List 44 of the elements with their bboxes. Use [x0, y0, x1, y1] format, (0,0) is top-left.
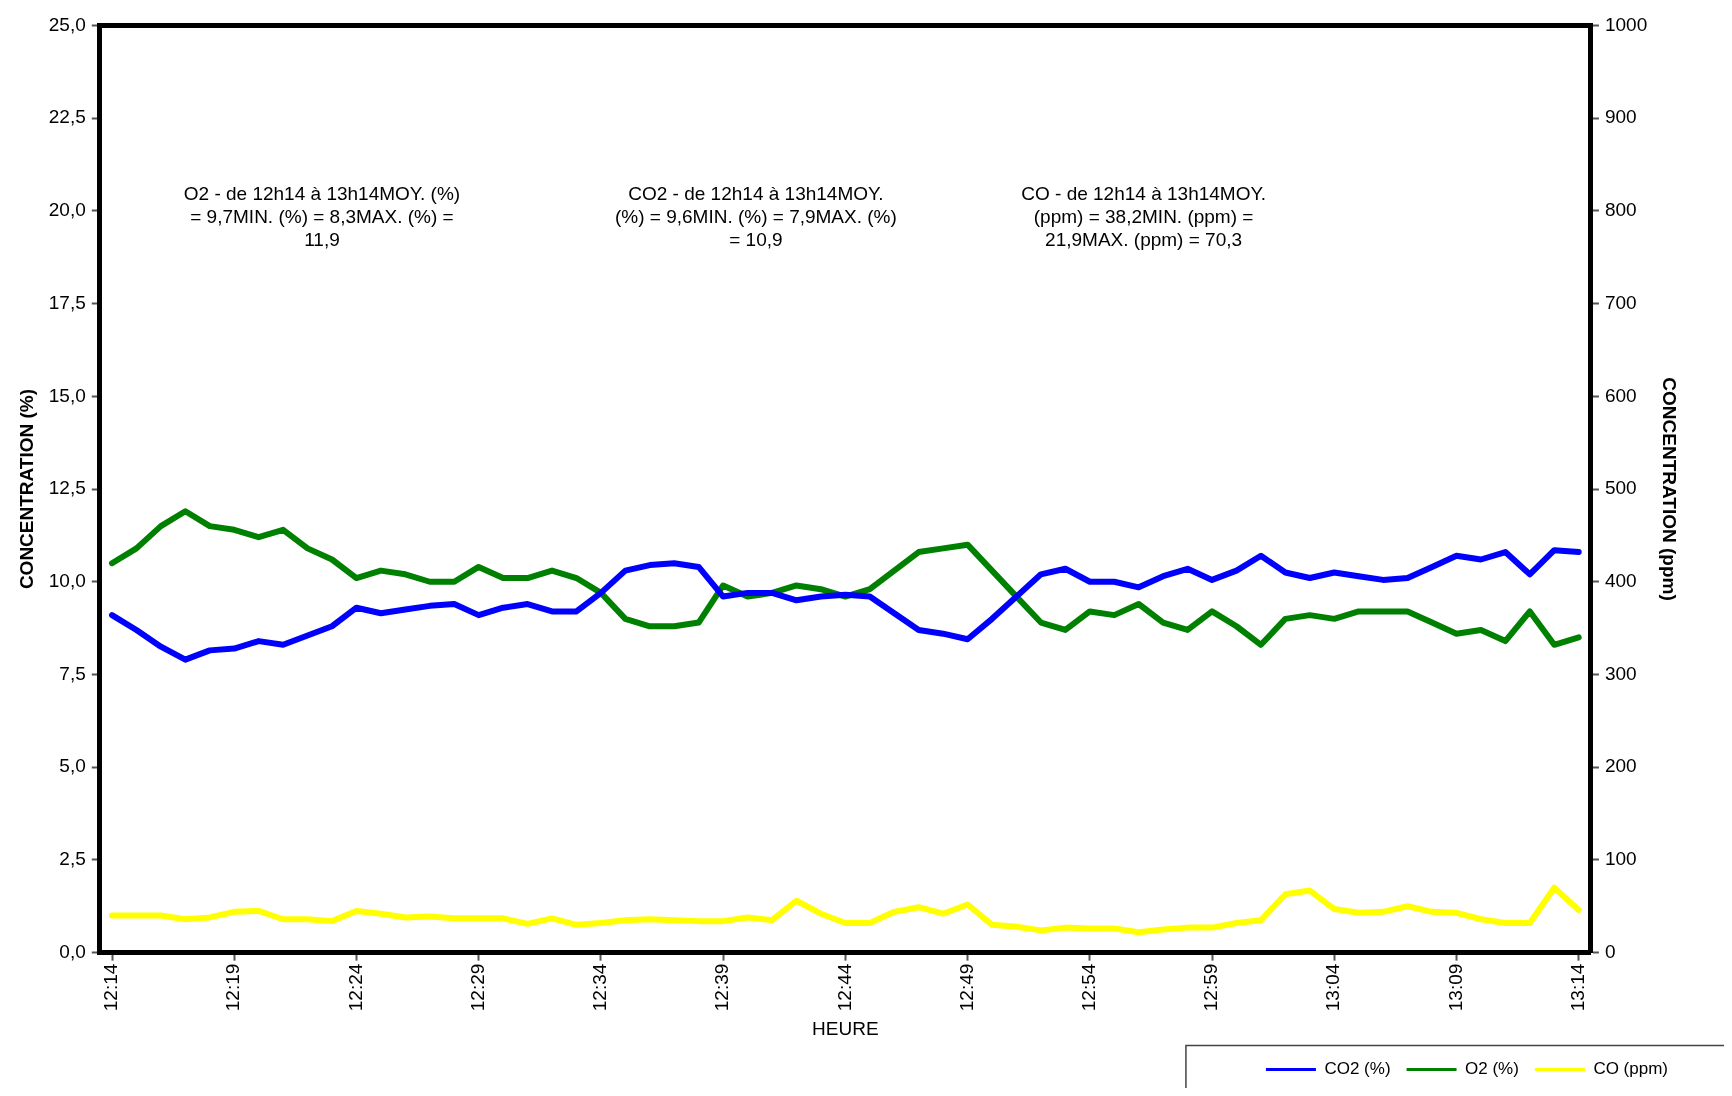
annotation: O2 - de 12h14 à 13h14MOY. (%) = 9,7MIN. (%) = 8,3MAX. (%) = 11,9 — [183, 183, 461, 251]
y-tick-label: 20,0 — [48, 199, 86, 221]
x-tick-label: 12:39 — [711, 963, 733, 1012]
x-tick-label: 12:59 — [1200, 963, 1222, 1012]
y-tick-label: 10,0 — [48, 569, 86, 591]
y2-tick-label: 100 — [1604, 848, 1637, 870]
y2-tick-label: 600 — [1604, 384, 1637, 406]
x-tick-label: 12:14 — [100, 963, 122, 1012]
y2-tick-label: 300 — [1604, 662, 1637, 684]
legend-label: CO2 (%) — [1324, 1059, 1391, 1079]
y2-tick-label: 500 — [1604, 477, 1637, 499]
y2-tick-label: 900 — [1604, 106, 1637, 128]
y-tick-label: 2,5 — [59, 848, 86, 870]
x-tick-label: 12:44 — [833, 963, 855, 1012]
x-tick-label: 12:29 — [466, 963, 488, 1012]
x-tick-label: 12:49 — [955, 963, 977, 1012]
x-tick-label: 12:24 — [344, 963, 366, 1012]
y-axis-title: CONCENTRATION (%) — [15, 388, 37, 590]
y-tick-label: 17,5 — [48, 291, 86, 313]
y-tick-label: 7,5 — [59, 662, 86, 684]
y2-tick-label: 800 — [1604, 199, 1637, 221]
x-tick-label: 12:19 — [222, 963, 244, 1012]
x-tick-label: 13:09 — [1444, 963, 1466, 1012]
y2-axis-title: CONCENTRATION (ppm) — [1659, 377, 1681, 601]
y-tick-label: 5,0 — [59, 755, 86, 777]
x-axis-title: HEURE — [812, 1017, 879, 1039]
y2-tick-label: 200 — [1604, 755, 1637, 777]
x-tick-label: 12:34 — [589, 963, 611, 1012]
x-tick-label: 13:04 — [1322, 963, 1344, 1012]
y-tick-label: 15,0 — [48, 384, 86, 406]
annotation: CO2 - de 12h14 à 13h14MOY. (%) = 9,6MIN. (%) = 7,9MAX. (%) = 10,9 — [614, 183, 897, 251]
y-tick-label: 25,0 — [48, 13, 86, 35]
y-tick-label: 22,5 — [48, 106, 86, 128]
x-tick-label: 13:14 — [1566, 963, 1588, 1012]
y2-tick-label: 0 — [1604, 940, 1616, 962]
legend-label: CO (ppm) — [1593, 1059, 1669, 1079]
y-tick-label: 12,5 — [48, 477, 86, 499]
x-tick-label: 12:54 — [1078, 963, 1100, 1012]
y2-tick-label: 1000 — [1604, 13, 1648, 35]
y-tick-label: 0,0 — [59, 940, 86, 962]
legend-label: O2 (%) — [1465, 1059, 1519, 1079]
y2-tick-label: 400 — [1604, 569, 1637, 591]
y2-tick-label: 700 — [1604, 291, 1637, 313]
annotation: CO - de 12h14 à 13h14MOY. (ppm) = 38,2MIN. (ppm) = 21,9MAX. (ppm) = 70,3 — [1021, 183, 1266, 251]
